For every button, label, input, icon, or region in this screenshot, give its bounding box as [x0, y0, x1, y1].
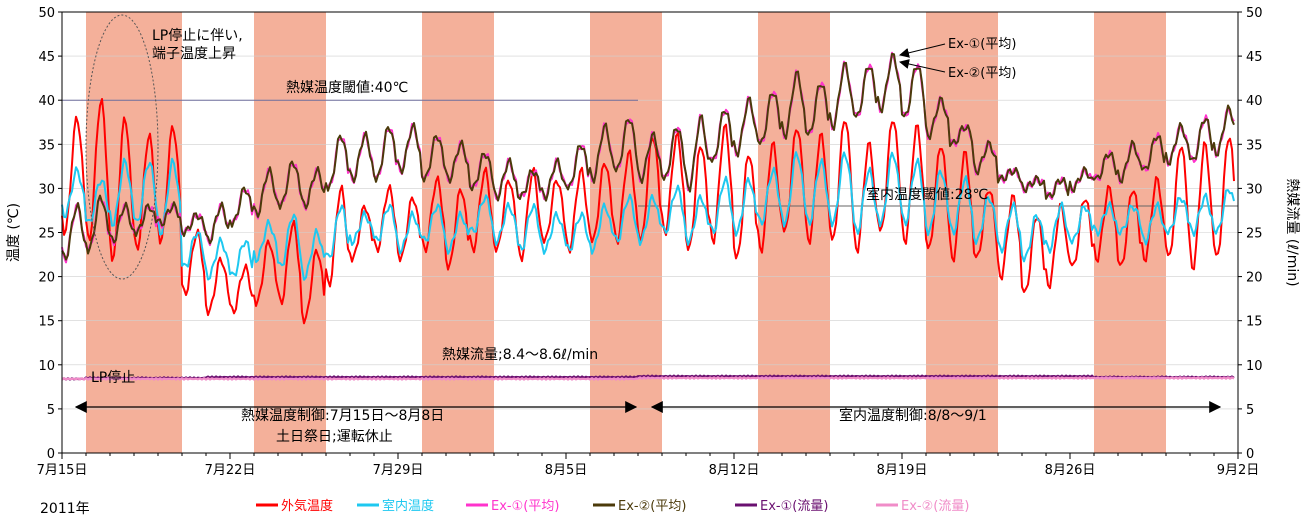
annotation-lp-stop: LP停止 — [91, 369, 135, 386]
series-line-1 — [61, 151, 1235, 281]
ytick-left-label-4: 20 — [38, 271, 55, 286]
ytick-left-label-3: 15 — [38, 315, 55, 330]
ex1-pointer — [899, 43, 946, 58]
xtick-label-1: 7月22日 — [205, 463, 256, 478]
ytick-right-label-4: 20 — [1246, 271, 1263, 286]
lp-stop-ellipse — [85, 14, 159, 280]
xtick-label-5: 8月19日 — [877, 463, 928, 478]
axes: 0 0 5 5 10 10 15 15 20 20 25 25 30 30 35 35 40 40 45 45 50 50… — [6, 6, 1300, 517]
series-line-3 — [61, 52, 1235, 261]
ytick-right-label-2: 10 — [1246, 359, 1263, 374]
ytick-right-label-7: 35 — [1246, 138, 1263, 153]
ytick-right-label-3: 15 — [1246, 315, 1263, 330]
annotation-flow-range: 熱媒流量;8.4～8.6ℓ/min — [442, 347, 598, 363]
xtick-label-4: 8月12日 — [709, 463, 760, 478]
legend-label-4: Ex-①(流量) — [760, 499, 828, 514]
xtick-label-3: 8月5日 — [545, 463, 588, 478]
xtick-label-0: 7月15日 — [37, 463, 88, 478]
xtick-label-2: 7月29日 — [373, 463, 424, 478]
annotations: LP停止に伴い, 端子温度上昇 LP停止 熱媒流量;8.4～8.6ℓ/min 熱媒温度閾… — [74, 14, 1222, 445]
series-line-4 — [61, 374, 1235, 381]
ytick-left-label-8: 40 — [38, 94, 55, 109]
xtick-label-6: 8月26日 — [1045, 463, 1096, 478]
series-line-5 — [61, 376, 1235, 381]
ytick-right-label-5: 25 — [1246, 227, 1263, 242]
ytick-left-label-5: 25 — [38, 227, 55, 242]
annotation-ex1-label: Ex-①(平均) — [948, 37, 1016, 52]
ytick-right-label-0: 0 — [1246, 447, 1254, 462]
ytick-left-label-2: 10 — [38, 359, 55, 374]
ytick-left-label-9: 45 — [38, 50, 55, 65]
legend-label-3: Ex-②(平均) — [618, 499, 686, 514]
annotation-control1: 熱媒温度制御:7月15日～8月8日 — [241, 408, 444, 424]
ytick-left-label-1: 5 — [47, 403, 55, 418]
ytick-right-label-10: 50 — [1246, 6, 1263, 21]
y-axis-right-title: 熱媒流量 (ℓ/min) — [1284, 178, 1300, 286]
annotation-holidays: 土日祭日;運転休止 — [276, 429, 393, 445]
year-label: 2011年 — [40, 501, 90, 517]
annotation-lp-rise-line2: 端子温度上昇 — [152, 46, 236, 62]
legend-label-0: 外気温度 — [281, 498, 333, 514]
y-axis-left-title: 温度 (℃) — [6, 203, 22, 262]
legend-label-2: Ex-①(平均) — [491, 499, 559, 514]
legend: 外気温度 室内温度 Ex-①(平均) Ex-②(平均) Ex-①(流量) Ex-②(流量) — [256, 498, 969, 514]
ex2-pointer — [899, 59, 946, 73]
threshold-lines — [62, 99, 1238, 207]
ytick-right-label-8: 40 — [1246, 94, 1263, 109]
ytick-left-label-10: 50 — [38, 6, 55, 21]
ytick-left-label-6: 30 — [38, 182, 55, 197]
ytick-left-label-0: 0 — [47, 447, 55, 462]
annotation-control2: 室内温度制御:8/8～9/1 — [839, 407, 987, 424]
legend-label-5: Ex-②(流量) — [901, 499, 969, 514]
legend-label-1: 室内温度 — [382, 498, 434, 514]
threshold-label-0: 熱媒温度閾値:40℃ — [286, 80, 408, 96]
ytick-right-label-9: 45 — [1246, 50, 1263, 65]
annotation-lp-rise-line1: LP停止に伴い, — [152, 27, 243, 44]
ytick-left-label-7: 35 — [38, 138, 55, 153]
ytick-right-label-1: 5 — [1246, 403, 1254, 418]
threshold-label-1: 室内温度閾値:28℃ — [866, 186, 988, 203]
xtick-label-7: 9月2日 — [1217, 463, 1260, 478]
annotation-ex2-label: Ex-②(平均) — [948, 66, 1016, 81]
series-lines — [61, 51, 1235, 381]
ytick-right-label-6: 30 — [1246, 182, 1263, 197]
